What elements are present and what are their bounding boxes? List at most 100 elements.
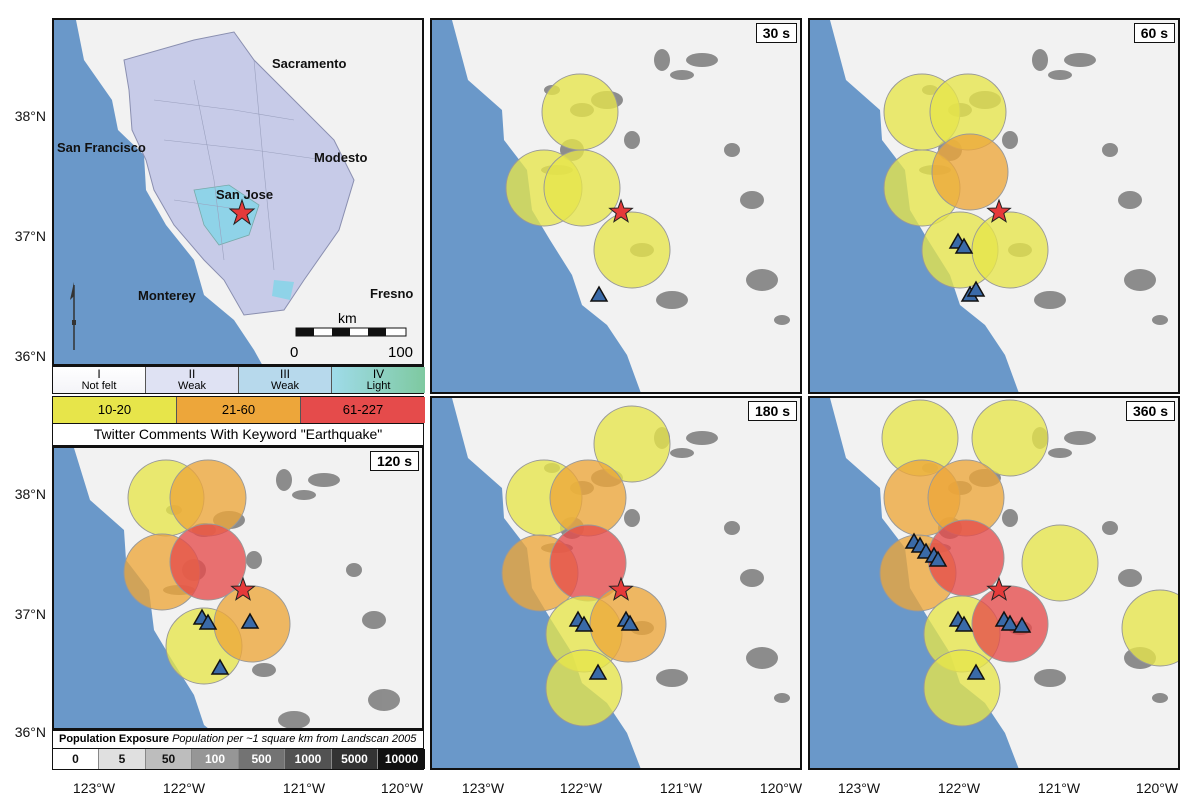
twitter-bin-low: 10-20 [53,397,177,423]
lat-label-38-bottom: 38°N [14,486,46,502]
twitter-bin-mid: 21-60 [177,397,301,423]
station-triangle [589,285,609,302]
map-panel-360s: 360 s [808,396,1180,770]
twitter-legend-title: Twitter Comments With Keyword "Earthquak… [52,424,424,446]
population-bin-1000: 1000 [285,749,332,769]
ocean-area [810,20,1019,392]
twitter-bin-high: 61-227 [301,397,425,423]
map-svg-120s [54,448,422,728]
lon-label-120-a: 120°W [380,780,424,796]
tweet-circle [923,649,1001,727]
time-label-180s: 180 s [747,401,797,421]
map-panel-60s: 60 s [808,18,1180,394]
time-label-360s: 360 s [1125,401,1175,421]
population-bin-5000: 5000 [332,749,378,769]
lon-label-123-a: 123°W [72,780,116,796]
population-legend-header: Population Exposure Population per ~1 sq… [52,730,424,748]
intensity-cell-1: I Not felt [53,367,146,393]
population-legend: 0 5 50 100 500 1000 5000 10000 [52,748,425,770]
lat-label-37-top: 37°N [14,228,46,244]
map-svg-30s [432,20,800,392]
population-bin-0: 0 [53,749,99,769]
intensity-cell-4: IV Light [332,367,425,393]
tweet-circle [971,211,1049,289]
population-bin-500: 500 [239,749,285,769]
station-triangle [1000,614,1020,631]
population-legend-subtitle: Population per ~1 square km from Landsca… [172,733,417,745]
city-label-san-francisco: San Francisco [57,140,146,155]
tweet-circle [169,523,247,601]
tweet-circle [593,405,671,483]
lon-label-120-c: 120°W [1135,780,1179,796]
overview-map-panel: Sacramento San Francisco Modesto San Jos… [52,18,424,366]
station-triangle [966,663,986,680]
ocean-area [54,20,262,364]
ocean-area [432,398,641,768]
twitter-count-legend: 10-20 21-60 61-227 [52,396,425,424]
tweet-circle [1121,589,1178,667]
epicenter-star [986,576,1012,601]
epicenter-star [986,198,1012,223]
time-label-60s: 60 s [1133,23,1175,43]
tweet-circle [543,149,621,227]
station-triangle [954,615,974,632]
lat-label-37-bottom: 37°N [14,606,46,622]
time-label-30s: 30 s [755,23,797,43]
overview-map-svg [54,20,422,364]
intensity-light-patch [272,280,294,300]
map-svg-360s [810,398,1178,768]
station-triangle [620,614,640,631]
station-triangle [1012,616,1032,633]
map-svg-60s [810,20,1178,392]
tweet-circle [541,73,619,151]
intensity-cell-2: II Weak [146,367,239,393]
station-triangle [240,612,260,629]
tweet-circle [545,649,623,727]
lon-label-120-b: 120°W [759,780,803,796]
tweet-circle [1021,524,1099,602]
ocean-area [810,398,1019,768]
map-panel-30s: 30 s [430,18,802,394]
lon-label-122-b: 122°W [559,780,603,796]
city-label-modesto: Modesto [314,150,368,165]
lat-label-38-top: 38°N [14,108,46,124]
scale-bar-unit: km [338,310,357,326]
lon-label-123-c: 123°W [837,780,881,796]
lon-label-122-c: 122°W [937,780,981,796]
station-triangle [198,613,218,630]
population-bin-10000: 10000 [378,749,425,769]
city-label-sacramento: Sacramento [272,56,347,71]
lon-label-121-b: 121°W [659,780,703,796]
ocean-area [432,20,641,392]
map-panel-180s: 180 s [430,396,802,770]
city-label-fresno: Fresno [370,286,414,301]
lon-label-122-a: 122°W [162,780,206,796]
scale-bar-start: 0 [290,344,299,361]
population-bin-100: 100 [192,749,239,769]
intensity-legend: I Not felt II Weak III Weak IV Light [52,366,425,394]
lon-label-123-b: 123°W [461,780,505,796]
station-triangle [954,237,974,254]
population-bin-5: 5 [99,749,146,769]
lon-label-121-a: 121°W [282,780,326,796]
population-bin-50: 50 [146,749,192,769]
station-triangle [574,615,594,632]
epicenter-star [230,576,256,601]
station-triangle [588,663,608,680]
scale-bar-end: 100 [388,344,414,361]
lat-label-36-bottom: 36°N [14,724,46,740]
intensity-cell-3: III Weak [239,367,332,393]
lon-label-121-c: 121°W [1037,780,1081,796]
epicenter-star [608,198,634,223]
tweet-circle [593,211,671,289]
epicenter-star [608,576,634,601]
tweet-circle [931,133,1009,211]
city-label-monterey: Monterey [138,288,196,303]
station-triangle [210,658,230,675]
time-label-120s: 120 s [369,451,419,471]
station-triangle [928,550,948,567]
city-label-san-jose: San Jose [216,187,274,202]
station-triangle [966,280,986,297]
lat-label-36-top: 36°N [14,348,46,364]
population-legend-title: Population Exposure [59,733,170,745]
